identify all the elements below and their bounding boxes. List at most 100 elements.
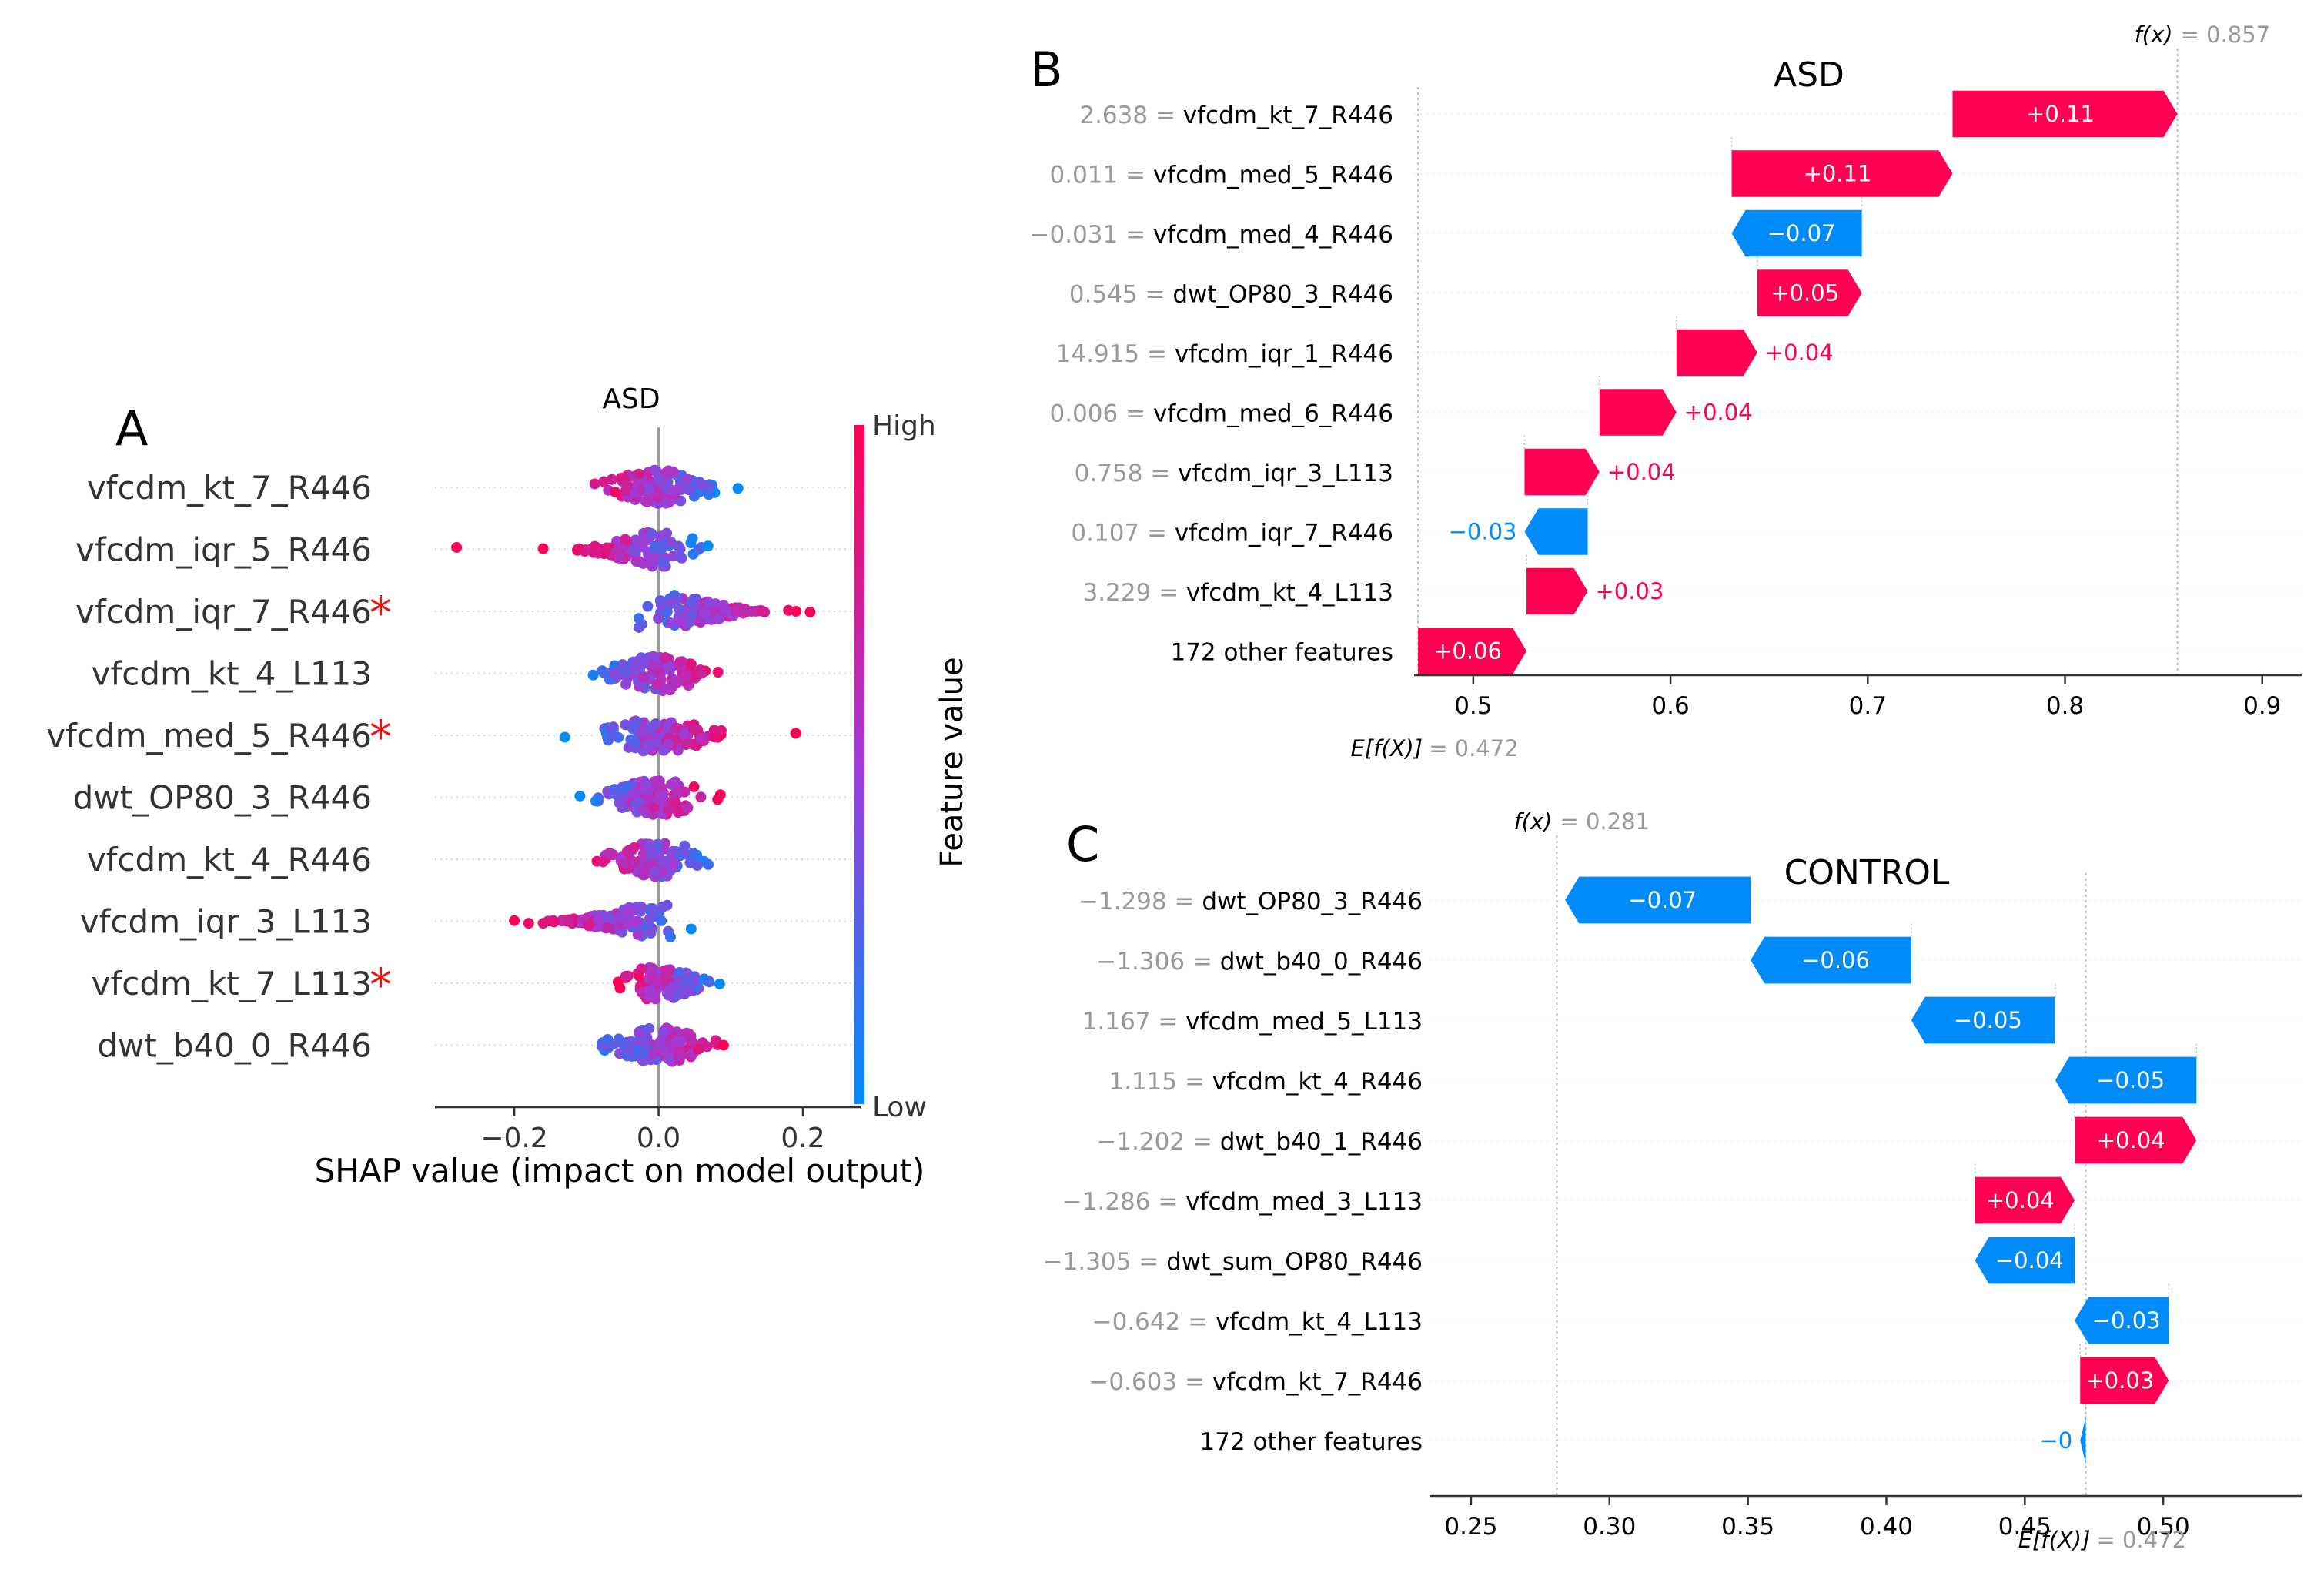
beeswarm-point (670, 722, 681, 734)
beeswarm-point (674, 482, 685, 494)
panel-a-title: ASD (602, 383, 660, 415)
feature-name: 172 other features (1170, 639, 1393, 667)
feature-row-label: −1.202 = dwt_b40_1_R446 (1096, 1128, 1423, 1156)
feature-value: −1.202 (1096, 1128, 1185, 1156)
beeswarm-point (665, 537, 677, 548)
contribution-label: +0.04 (1607, 459, 1676, 485)
negative-contribution-bar (2055, 1056, 2197, 1104)
beeswarm-point (642, 601, 654, 612)
beeswarm-point (622, 907, 634, 919)
colorbar-title: Feature value (935, 657, 970, 867)
equals-sign: = (1139, 520, 1175, 547)
beeswarm-outlier (790, 728, 801, 739)
beeswarm-point (709, 731, 721, 743)
feature-value: −1.298 (1078, 888, 1167, 915)
beeswarm-point (674, 656, 686, 668)
feature-value: 2.638 (1079, 102, 1148, 129)
beeswarm-point (641, 496, 653, 507)
feature-row-label: −1.306 = dwt_b40_0_R446 (1096, 948, 1423, 976)
beeswarm-point (684, 986, 695, 997)
equals-sign: = (1131, 1248, 1166, 1276)
feature-name: vfcdm_iqr_3_L113 (1178, 460, 1393, 487)
beeswarm-point (629, 916, 640, 928)
beeswarm-point (658, 557, 670, 568)
beeswarm-point (654, 474, 665, 485)
feature-name: vfcdm_med_5_L113 (1185, 1008, 1423, 1036)
beeswarm-point (649, 866, 660, 878)
beeswarm-point (674, 850, 686, 862)
contribution-label: −0.05 (2096, 1067, 2165, 1093)
base-value: = 0.472 (1429, 735, 1519, 761)
beeswarm-point (663, 738, 674, 750)
beeswarm-point (655, 530, 667, 542)
beeswarm-point (712, 794, 724, 805)
feature-row-label: 0.006 = vfcdm_med_6_R446 (1050, 400, 1394, 428)
feature-value: 1.115 (1108, 1068, 1177, 1096)
beeswarm-point (695, 792, 707, 803)
beeswarm-point (598, 667, 610, 678)
significance-star: * (369, 587, 392, 639)
feature-row-label: 0.545 = dwt_OP80_3_R446 (1069, 281, 1393, 309)
x-tick-label: 0.5 (1454, 692, 1492, 720)
feature-name: vfcdm_kt_4_L113 (1216, 1308, 1423, 1336)
beeswarm-point (548, 916, 560, 928)
beeswarm-point (680, 670, 691, 681)
beeswarm-point (633, 468, 644, 480)
contribution-label: −0.03 (2092, 1307, 2161, 1334)
feature-name: vfcdm_iqr_1_R446 (1175, 340, 1393, 368)
beeswarm-point (603, 911, 614, 922)
panel-letter-a: A (115, 400, 148, 457)
beeswarm-point (644, 1022, 655, 1034)
beeswarm-point (746, 606, 757, 617)
feature-value: 0.011 (1050, 162, 1119, 189)
beeswarm-point (629, 545, 640, 557)
beeswarm-point (666, 778, 677, 790)
feature-row-label: 1.115 = vfcdm_kt_4_R446 (1108, 1068, 1423, 1096)
feature-name: vfcdm_iqr_7_R446 (1175, 520, 1393, 547)
feature-value: 0.545 (1069, 281, 1138, 309)
beeswarm-point (664, 931, 676, 942)
beeswarm-point (614, 982, 626, 994)
panel-b-waterfall: ASD f(x) = 0.857 2.638 = vfcdm_kt_7_R446 +0… (1030, 22, 2302, 761)
beeswarm-point (714, 978, 725, 989)
beeswarm-outlier (573, 543, 585, 554)
beeswarm-point (606, 474, 617, 485)
x-tick-label: 0.30 (1583, 1513, 1636, 1541)
beeswarm-point (683, 484, 694, 496)
beeswarm-point (687, 608, 698, 620)
equals-sign: = (1177, 1068, 1212, 1096)
beeswarm-point (634, 621, 645, 633)
beeswarm-point (730, 605, 741, 617)
feature-row-label: 14.915 = vfcdm_iqr_1_R446 (1056, 340, 1393, 368)
beeswarm-point (644, 985, 655, 996)
beeswarm-point (696, 668, 707, 679)
feature-value: 14.915 (1056, 340, 1139, 368)
feature-label: dwt_OP80_3_R446 (73, 779, 372, 817)
positive-contribution-bar (1731, 150, 1953, 197)
fx-label: f(x) (1513, 808, 1552, 835)
beeswarm-point (636, 902, 647, 913)
feature-label: dwt_b40_0_R446 (97, 1027, 372, 1065)
beeswarm-point (701, 1041, 713, 1053)
negative-contribution-bar (1911, 996, 2055, 1044)
feature-name: vfcdm_med_3_L113 (1185, 1188, 1423, 1216)
colorbar (854, 425, 864, 1104)
feature-row-label: 3.229 = vfcdm_kt_4_L113 (1083, 579, 1393, 607)
beeswarm-point (614, 797, 626, 808)
beeswarm-point (646, 845, 657, 856)
feature-row-label: −1.305 = dwt_sum_OP80_R446 (1043, 1248, 1423, 1276)
beeswarm-point (642, 740, 654, 751)
equals-sign: = (1151, 1188, 1186, 1216)
beeswarm-point (640, 783, 651, 795)
x-tick-label: 0.9 (2243, 692, 2281, 720)
contribution-label: +0.04 (1765, 340, 1834, 366)
feature-label: vfcdm_med_5_R446 (46, 717, 372, 755)
beeswarm-point (610, 487, 621, 498)
beeswarm-point (614, 553, 626, 564)
beeswarm-point (655, 544, 667, 555)
negative-contribution-bar (1524, 508, 1588, 555)
beeswarm-point (620, 970, 631, 982)
beeswarm-point (574, 790, 586, 802)
feature-name: dwt_OP80_3_R446 (1172, 281, 1393, 309)
feature-row-label: −1.298 = dwt_OP80_3_R446 (1078, 888, 1423, 915)
